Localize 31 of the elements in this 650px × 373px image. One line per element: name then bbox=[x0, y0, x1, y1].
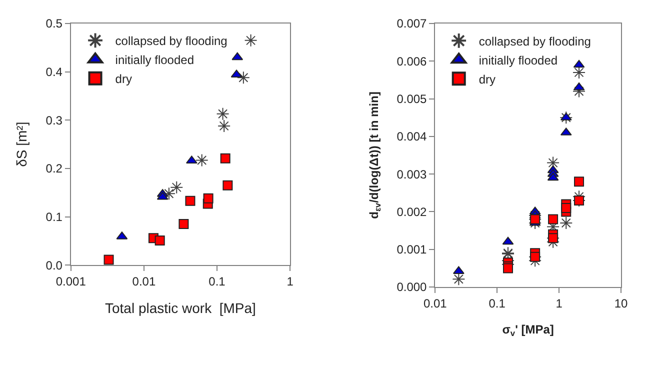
y-tick-label: 0.006 bbox=[396, 54, 428, 68]
y-tick-label: 0.5 bbox=[46, 16, 63, 31]
y-tick-label: 0.000 bbox=[396, 280, 428, 294]
legend-label: dry bbox=[115, 72, 132, 86]
legend-label: initially flooded bbox=[478, 53, 558, 68]
y-tick-label: 0.005 bbox=[396, 92, 428, 106]
x-tick-label: 0.1 bbox=[488, 296, 506, 310]
legend-label: collapsed by flooding bbox=[478, 34, 591, 48]
x-tick-label: 0.1 bbox=[208, 274, 226, 289]
x-tick-label: 0.01 bbox=[423, 296, 448, 310]
y-tick-label: 0.1 bbox=[46, 210, 63, 224]
y-tick-label: 0.004 bbox=[396, 130, 428, 144]
y-axis-title: δS [m²] bbox=[13, 122, 30, 167]
y-tick-label: 0.3 bbox=[46, 113, 63, 128]
x-tick-label: 1 bbox=[556, 296, 563, 310]
legend-label: initially flooded bbox=[115, 53, 194, 68]
y-tick-label: 0.003 bbox=[396, 167, 428, 182]
legend-label: dry bbox=[478, 72, 496, 86]
y-tick-label: 0.0 bbox=[46, 258, 63, 272]
y-tick-label: 0.2 bbox=[46, 162, 63, 176]
y-tick-label: 0.4 bbox=[46, 65, 63, 80]
x-tick-label: 0.001 bbox=[56, 274, 86, 289]
x-tick-label: 1 bbox=[286, 274, 294, 289]
x-axis-title: Total plastic work [MPa] bbox=[105, 300, 256, 316]
y-tick-label: 0.007 bbox=[396, 16, 428, 31]
x-tick-label: 0.01 bbox=[132, 274, 156, 289]
x-tick-label: 10 bbox=[614, 296, 628, 310]
x-axis-title: σ$_{v}$' [MPa] bbox=[502, 322, 554, 338]
y-tick-label: 0.002 bbox=[396, 204, 428, 219]
y-tick-label: 0.001 bbox=[396, 242, 428, 257]
legend-label: collapsed by flooding bbox=[115, 34, 228, 48]
